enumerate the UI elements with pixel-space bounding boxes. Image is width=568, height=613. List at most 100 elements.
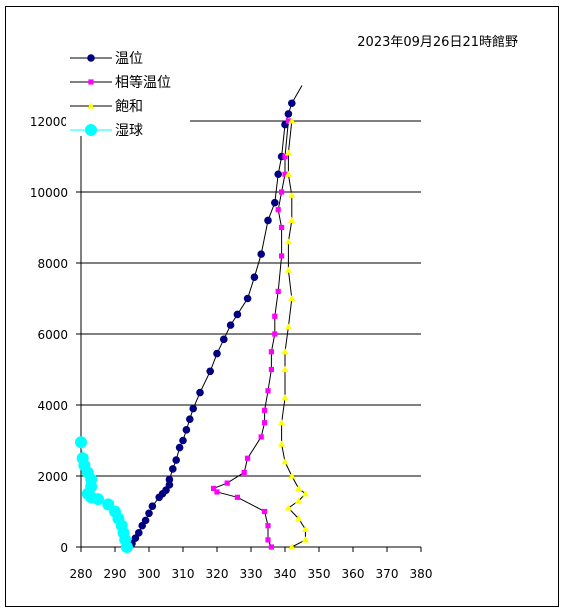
point-2-1 xyxy=(301,536,309,543)
point-1-1 xyxy=(265,537,271,543)
plot-area xyxy=(75,85,309,553)
point-2-3 xyxy=(295,515,303,522)
point-2-19 xyxy=(288,216,296,223)
point-0-26 xyxy=(243,294,252,303)
gridlines xyxy=(81,120,421,477)
point-2-13 xyxy=(281,365,289,373)
point-2-8 xyxy=(288,472,296,479)
point-1-9 xyxy=(245,455,251,461)
point-1-19 xyxy=(279,253,285,259)
legend-marker-1 xyxy=(88,79,94,85)
point-1-4 xyxy=(234,494,240,500)
series-2 xyxy=(278,117,309,550)
point-0-16 xyxy=(179,436,187,445)
legend-marker-3 xyxy=(85,124,97,136)
point-2-6 xyxy=(301,490,309,497)
point-1-5 xyxy=(214,489,220,495)
point-2-21 xyxy=(284,170,292,177)
point-1-10 xyxy=(258,434,264,440)
point-1-3 xyxy=(262,508,268,515)
point-0-21 xyxy=(206,367,214,376)
point-2-11 xyxy=(278,419,286,426)
point-1-7 xyxy=(224,480,230,486)
point-1-25 xyxy=(285,118,291,124)
point-2-20 xyxy=(288,191,296,199)
point-0-20 xyxy=(196,388,204,397)
point-0-28 xyxy=(257,250,266,258)
point-0-29 xyxy=(264,216,272,225)
point-0-30 xyxy=(271,198,279,207)
series-line-1 xyxy=(212,120,289,548)
point-2-15 xyxy=(284,323,292,330)
legend-marker-2 xyxy=(87,102,95,109)
x-tick-labels: 280 290 300 310 320 330 340 350 360 370 380 xyxy=(70,567,433,581)
x-tick-label-320: 320 xyxy=(206,567,229,581)
point-2-14 xyxy=(281,348,289,355)
legend-label-0: 温位 xyxy=(115,51,143,67)
point-1-22 xyxy=(279,189,285,195)
y-tick-label-6000: 6000 xyxy=(37,328,68,342)
point-2-10 xyxy=(278,440,286,447)
x-tick-label-330: 330 xyxy=(240,567,263,581)
y-tick-label-2000: 2000 xyxy=(37,470,68,484)
chart-title: 2023年09月26日21時館野 xyxy=(357,35,518,50)
x-tick-label-360: 360 xyxy=(342,567,365,581)
point-0-17 xyxy=(182,426,191,434)
point-2-17 xyxy=(284,266,292,273)
point-1-0 xyxy=(268,544,274,550)
point-2-22 xyxy=(284,149,292,156)
point-2-2 xyxy=(301,525,309,532)
point-0-27 xyxy=(250,273,259,282)
x-tick-label-380: 380 xyxy=(410,567,433,581)
x-tick-label-280: 280 xyxy=(70,567,93,581)
legend-label-3: 湿球 xyxy=(115,123,143,139)
x-tick-label-300: 300 xyxy=(138,567,161,581)
y-tick-labels: 0 2000 4000 6000 8000 10000 12000 xyxy=(30,115,68,555)
x-tick-label-340: 340 xyxy=(274,567,297,581)
point-0-12 xyxy=(165,475,174,484)
x-tick-label-370: 370 xyxy=(376,567,399,581)
point-2-7 xyxy=(295,484,303,492)
series-3 xyxy=(75,436,133,553)
y-tick-label-4000: 4000 xyxy=(37,399,68,413)
point-2-0 xyxy=(288,543,296,550)
point-2-4 xyxy=(284,504,292,511)
point-3-8 xyxy=(92,493,104,506)
series-1 xyxy=(211,118,291,550)
point-0-25 xyxy=(233,310,242,319)
point-3-0 xyxy=(75,436,87,449)
axes xyxy=(76,116,422,552)
point-1-24 xyxy=(282,153,288,160)
point-2-23 xyxy=(288,117,296,124)
point-0-14 xyxy=(172,456,180,464)
x-tick-label-290: 290 xyxy=(104,567,127,581)
point-1-13 xyxy=(265,388,271,394)
point-1-17 xyxy=(272,313,278,319)
point-0-22 xyxy=(213,349,221,358)
point-1-14 xyxy=(268,366,274,373)
point-2-5 xyxy=(295,497,303,504)
point-0-7 xyxy=(148,502,157,510)
point-1-8 xyxy=(241,469,247,476)
point-0-5 xyxy=(141,516,150,525)
point-2-12 xyxy=(281,394,289,401)
point-2-9 xyxy=(281,458,289,465)
point-0-34 xyxy=(284,110,293,118)
point-1-21 xyxy=(275,207,281,213)
point-1-16 xyxy=(272,331,278,337)
point-0-31 xyxy=(274,170,283,179)
point-1-6 xyxy=(211,485,217,492)
series-0 xyxy=(124,85,303,551)
y-tick-label-8000: 8000 xyxy=(37,257,68,271)
point-0-13 xyxy=(169,465,177,473)
legend-marker-0 xyxy=(87,54,95,62)
y-tick-label-0: 0 xyxy=(60,541,68,555)
point-1-11 xyxy=(262,420,268,426)
point-0-6 xyxy=(145,509,153,518)
point-0-3 xyxy=(135,529,143,537)
point-2-18 xyxy=(284,238,292,245)
point-0-24 xyxy=(226,321,235,329)
point-0-23 xyxy=(220,335,228,344)
